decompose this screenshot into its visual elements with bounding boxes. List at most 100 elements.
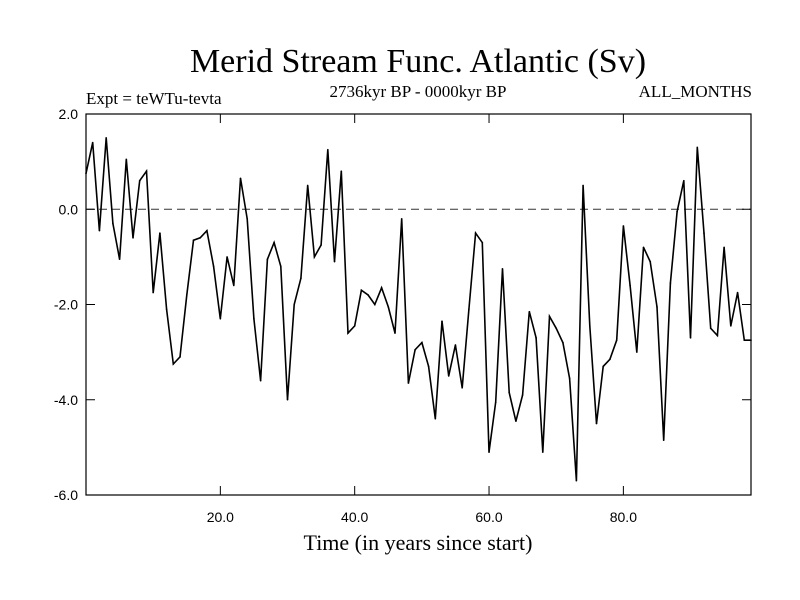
data-point [246,217,249,220]
data-point [199,237,201,239]
x-axis-label: Time (in years since start) [304,530,533,555]
data-point [615,339,618,342]
months-label: ALL_MONTHS [639,82,752,101]
data-point [730,325,732,327]
data-point [172,363,175,365]
data-point [568,377,571,380]
data-point [414,348,416,351]
data-point [300,277,302,280]
data-point [380,287,383,289]
data-point [541,451,544,453]
data-point [689,337,692,339]
data-point [367,294,369,296]
x-tick-label: 40.0 [341,509,368,525]
data-point [676,210,678,213]
data-point [400,217,403,220]
data-point [387,306,390,308]
data-point [91,141,94,144]
data-point [85,172,87,175]
data-point [656,306,658,308]
data-point [179,356,181,358]
data-point [360,289,363,292]
data-point [266,258,269,261]
x-tick-label: 60.0 [475,509,502,525]
data-point [575,479,578,482]
data-point [347,332,349,334]
data-point [468,308,470,311]
data-point [313,256,316,258]
data-point [125,158,128,161]
data-point [327,148,329,151]
data-point [259,379,262,382]
y-tick-label: -2.0 [54,297,78,313]
data-point [582,184,584,187]
data-point [454,344,457,346]
data-point [273,241,275,244]
data-point [723,246,725,249]
data-point [595,422,598,425]
data-point [750,339,752,342]
data-point [206,229,208,232]
data-point [642,246,645,249]
data-point [118,258,121,261]
data-point [232,284,235,287]
x-tick-label: 80.0 [610,509,637,525]
data-point [320,244,322,246]
x-axis: 20.0 40.0 60.0 80.0 [207,114,637,525]
data-point [743,339,746,342]
data-point [253,317,255,320]
data-point [588,325,591,327]
data-point [515,420,517,422]
data-points [85,137,752,482]
data-point [132,237,134,239]
y-tick-label: 2.0 [59,106,79,122]
data-point [461,387,463,389]
data-point [239,177,242,180]
data-point [185,294,188,296]
data-point [548,315,551,318]
data-point [669,282,672,284]
data-point [226,256,228,258]
data-point [138,179,141,182]
data-point [192,239,195,242]
data-point [212,265,215,268]
data-point [649,260,652,263]
data-point [427,365,430,368]
data-point [112,222,114,225]
data-point [145,170,148,172]
data-point [481,241,484,244]
data-point [683,179,685,182]
data-point [447,375,450,377]
data-point [609,358,611,361]
data-point [434,418,437,420]
data-point [219,317,222,320]
data-point [521,394,524,396]
data-point [716,334,719,337]
data-point [555,327,558,330]
data-point [286,398,289,401]
data-point [703,232,705,234]
data-point [407,382,410,384]
data-point [662,439,665,442]
data-point [159,232,161,234]
data-point [622,225,625,227]
data-point [488,451,490,453]
data-point [98,229,101,232]
data-point [306,184,309,187]
data-point [394,332,396,334]
data-point [602,365,605,368]
data-point [279,265,282,268]
series-line [85,137,751,481]
data-point [736,291,739,294]
chart-title: Merid Stream Func. Atlantic (Sv) [190,43,646,80]
y-axis: 2.0 0.0 -2.0 -4.0 -6.0 [54,106,751,503]
data-point [105,137,107,139]
data-point [374,303,376,306]
data-point [501,267,504,270]
experiment-label: Expt = teWTu-tevta [86,89,222,108]
y-tick-label: 0.0 [59,201,79,217]
data-point [441,320,443,322]
data-point [528,310,531,313]
data-point [333,260,336,263]
